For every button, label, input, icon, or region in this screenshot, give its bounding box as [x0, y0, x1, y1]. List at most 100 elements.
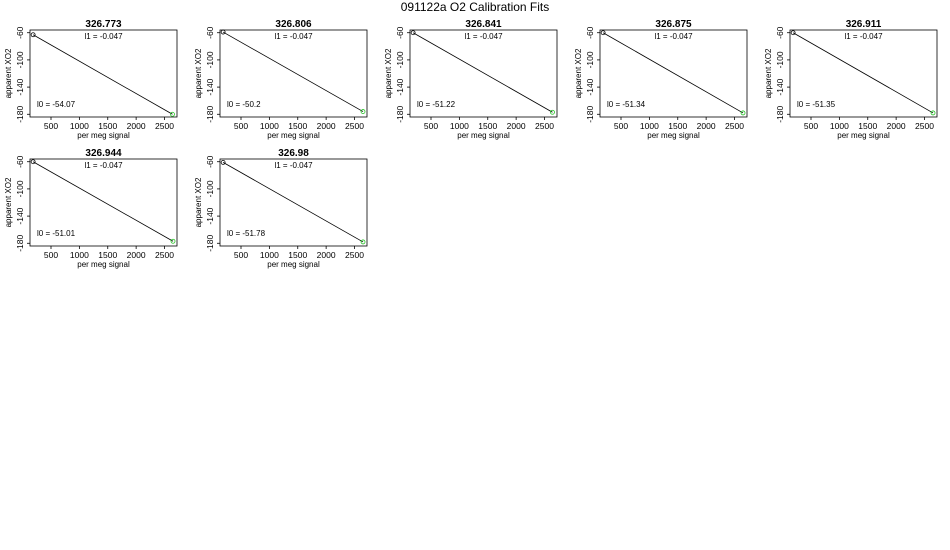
calibration-plot-6: 326.944 500 1000 1500 2000 2500 -60 -100 -140 -18… [0, 145, 190, 274]
plot-title: 326.944 [85, 148, 122, 159]
fit-line [32, 34, 173, 115]
data-point [410, 30, 416, 36]
x-tick-label: 1000 [640, 121, 659, 131]
y-tick-label: -60 [15, 26, 25, 39]
x-axis-title: per meg signal [457, 131, 510, 140]
y-tick-label: -100 [205, 180, 215, 197]
data-point [170, 238, 176, 244]
x-tick-label: 2500 [915, 121, 934, 131]
fit-line [412, 32, 553, 113]
x-tick-label: 1000 [260, 250, 279, 260]
data-point [600, 30, 606, 36]
plot-svg: 326.98 500 1000 1500 2000 2500 -60 -100 -140 -180… [194, 148, 368, 269]
x-tick-label: 1000 [70, 250, 89, 260]
plot-svg: 326.875 500 1000 1500 2000 2500 -60 -100 -140 -18… [574, 19, 748, 140]
calibration-plot-5: 326.911 500 1000 1500 2000 2500 -60 -100 -140 -18… [760, 16, 950, 145]
y-tick-label: -180 [15, 106, 25, 123]
calibration-plot-7: 326.98 500 1000 1500 2000 2500 -60 -100 -140 -180… [190, 145, 380, 274]
intercept-annotation: l0 = -51.22 [417, 100, 456, 109]
y-tick-label: -100 [585, 51, 595, 68]
y-tick-label: -140 [205, 78, 215, 95]
y-tick-label: -180 [15, 235, 25, 252]
x-axis-title: per meg signal [267, 131, 320, 140]
page-title: 091122a O2 Calibration Fits [400, 0, 550, 14]
slope-annotation: l1 = -0.047 [274, 161, 313, 170]
data-point [360, 239, 366, 245]
data-point [360, 109, 366, 114]
x-tick-label: 2000 [887, 121, 906, 131]
x-axis-title: per meg signal [837, 131, 890, 140]
x-tick-label: 2000 [317, 250, 336, 260]
y-axis-title: apparent XO2 [4, 48, 13, 98]
y-tick-label: -60 [205, 26, 215, 39]
data-point [790, 30, 796, 36]
x-tick-label: 1500 [668, 121, 687, 131]
x-tick-label: 500 [614, 121, 628, 131]
y-tick-label: -100 [205, 51, 215, 68]
intercept-annotation: l0 = -51.34 [607, 100, 646, 109]
y-tick-label: -180 [585, 106, 595, 123]
fit-line [602, 32, 744, 114]
x-tick-label: 1500 [98, 121, 117, 131]
x-tick-label: 2500 [155, 250, 174, 260]
y-tick-label: -100 [775, 51, 785, 68]
y-tick-label: -140 [395, 78, 405, 95]
data-point [30, 159, 36, 165]
y-axis-title: apparent XO2 [384, 48, 393, 98]
x-tick-label: 2500 [345, 121, 364, 131]
slope-annotation: l1 = -0.047 [464, 32, 503, 41]
y-axis-title: apparent XO2 [574, 48, 583, 98]
x-tick-label: 500 [44, 250, 58, 260]
x-axis-title: per meg signal [77, 260, 130, 269]
plot-title: 326.841 [465, 19, 502, 30]
plot-frame [789, 29, 938, 118]
slope-annotation: l1 = -0.047 [84, 161, 123, 170]
x-tick-label: 1500 [478, 121, 497, 131]
slope-annotation: l1 = -0.047 [654, 32, 693, 41]
fit-line [222, 31, 364, 112]
x-tick-label: 1500 [858, 121, 877, 131]
intercept-annotation: l0 = -51.01 [37, 229, 76, 238]
slope-annotation: l1 = -0.047 [274, 32, 313, 41]
x-tick-label: 2000 [317, 121, 336, 131]
fit-line [222, 162, 364, 243]
y-axis-title: apparent XO2 [4, 177, 13, 227]
plot-frame [219, 29, 368, 118]
y-tick-label: -100 [395, 51, 405, 68]
plot-frame [219, 158, 368, 247]
plot-frame [599, 29, 748, 118]
plot-frame [29, 29, 178, 118]
calibration-plot-3: 326.841 500 1000 1500 2000 2500 -60 -100 -140 -18… [380, 16, 570, 145]
plot-title: 326.773 [85, 19, 122, 30]
y-tick-label: -180 [395, 106, 405, 123]
plot-title: 326.806 [275, 19, 312, 30]
data-point [30, 32, 36, 38]
y-tick-label: -60 [205, 155, 215, 168]
data-point [930, 110, 936, 116]
intercept-annotation: l0 = -51.78 [227, 229, 266, 238]
data-point [220, 29, 226, 35]
x-tick-label: 2500 [725, 121, 744, 131]
calibration-plot-4: 326.875 500 1000 1500 2000 2500 -60 -100 -140 -18… [570, 16, 760, 145]
x-tick-label: 500 [234, 121, 248, 131]
data-point [170, 111, 175, 117]
plot-frame [29, 158, 178, 247]
slope-annotation: l1 = -0.047 [844, 32, 883, 41]
x-tick-label: 500 [234, 250, 248, 260]
y-tick-label: -60 [395, 26, 405, 39]
fit-line [792, 32, 934, 114]
x-tick-label: 1000 [450, 121, 469, 131]
x-tick-label: 500 [44, 121, 58, 131]
x-axis-title: per meg signal [267, 260, 320, 269]
y-axis-title: apparent XO2 [194, 48, 203, 98]
x-tick-label: 1500 [288, 250, 307, 260]
x-tick-label: 2000 [127, 121, 146, 131]
plot-svg: 326.806 500 1000 1500 2000 2500 -60 -100 -140 -18… [194, 19, 368, 140]
x-tick-label: 1000 [260, 121, 279, 131]
x-tick-label: 1000 [70, 121, 89, 131]
slope-annotation: l1 = -0.047 [84, 32, 123, 41]
x-tick-label: 1500 [98, 250, 117, 260]
x-tick-label: 2000 [697, 121, 716, 131]
y-tick-label: -60 [775, 26, 785, 39]
y-tick-label: -140 [15, 207, 25, 224]
